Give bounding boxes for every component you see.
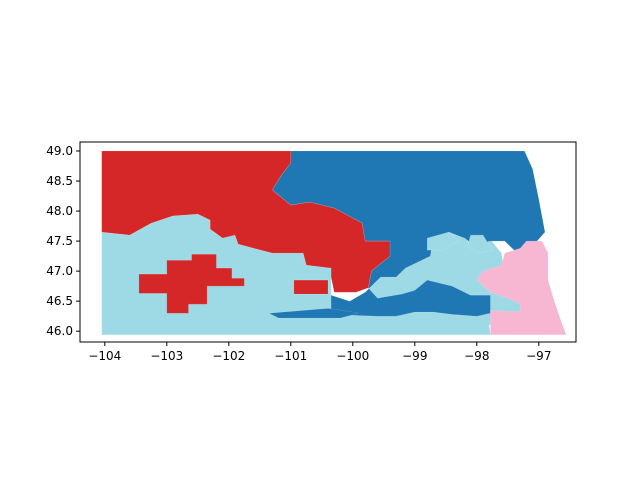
x-axis: −104 −103 −102 −101 −100 −99 −98 −97: [88, 342, 551, 363]
light-blue-inlet-east: [467, 234, 493, 254]
red-region: [101, 150, 391, 293]
y-tick-label: 48.5: [46, 174, 73, 188]
map-regions: [101, 150, 567, 336]
y-tick-label: 47.0: [46, 264, 73, 278]
red-southwest-block: [138, 254, 245, 314]
x-tick-label: −103: [150, 349, 183, 363]
red-center-block: [293, 279, 329, 295]
x-tick-label: −101: [274, 349, 307, 363]
dark-blue-strip: [268, 308, 360, 319]
y-axis: 46.0 46.5 47.0 47.5 48.0 48.5 49.0: [46, 144, 80, 338]
x-tick-label: −99: [402, 349, 427, 363]
x-tick-label: −104: [88, 349, 121, 363]
y-tick-label: 46.0: [46, 324, 73, 338]
x-tick-label: −100: [336, 349, 369, 363]
y-tick-label: 47.5: [46, 234, 73, 248]
y-tick-label: 48.0: [46, 204, 73, 218]
pink-region: [476, 240, 567, 336]
y-tick-label: 49.0: [46, 144, 73, 158]
x-tick-label: −97: [526, 349, 551, 363]
axes-frame: [79, 141, 577, 343]
y-tick-label: 46.5: [46, 294, 73, 308]
light-blue-inlet-northwest: [426, 231, 459, 251]
x-tick-label: −98: [464, 349, 489, 363]
x-tick-label: −102: [212, 349, 245, 363]
